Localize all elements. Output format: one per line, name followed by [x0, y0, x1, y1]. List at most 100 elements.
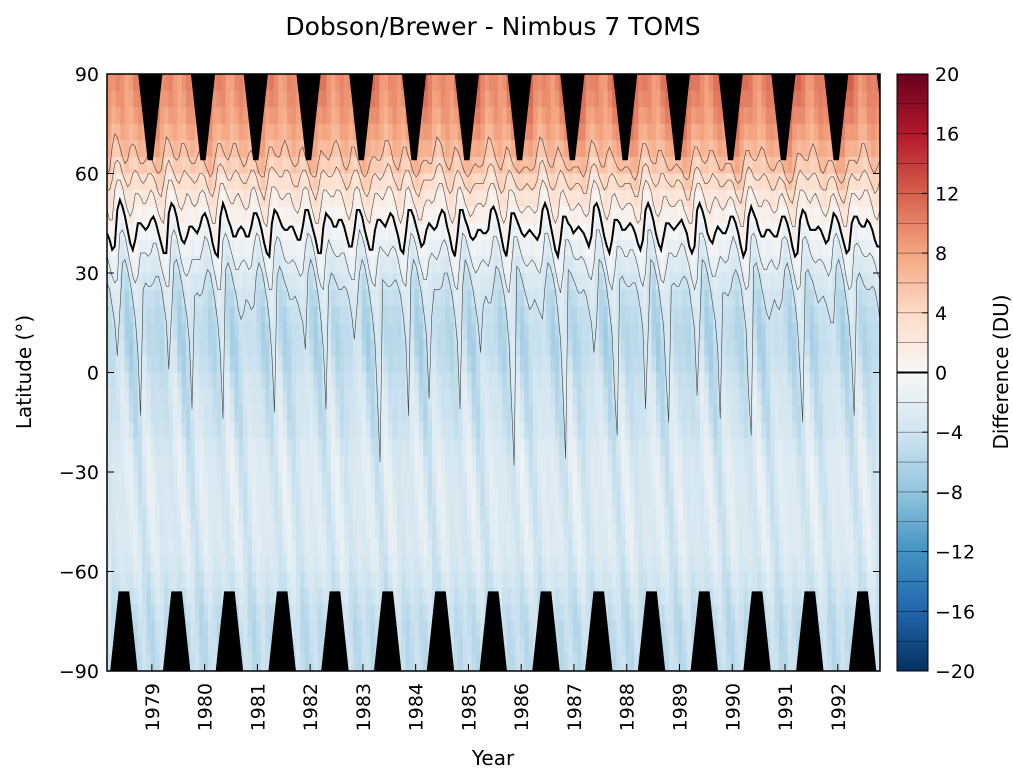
heatmap-cell — [186, 256, 192, 274]
heatmap-cell — [352, 339, 359, 357]
heatmap-cell — [388, 256, 394, 274]
heatmap-cell — [401, 621, 407, 639]
heatmap-cell — [212, 488, 218, 506]
heatmap-cell — [537, 156, 543, 175]
heatmap-cell — [251, 472, 258, 490]
heatmap-cell — [572, 588, 578, 606]
heatmap-cell — [629, 588, 635, 606]
heatmap-cell — [401, 472, 407, 490]
heatmap-cell — [449, 604, 455, 622]
heatmap-cell — [440, 488, 446, 506]
heatmap-cell — [120, 488, 126, 506]
heatmap-cell — [137, 206, 143, 224]
heatmap-cell — [669, 488, 675, 506]
heatmap-cell — [695, 123, 701, 142]
heatmap-cell — [234, 472, 240, 490]
heatmap-cell — [291, 90, 297, 108]
heatmap-cell — [212, 654, 218, 671]
heatmap-cell — [440, 322, 446, 341]
heatmap-cell — [374, 306, 380, 324]
heatmap-cell — [669, 538, 675, 556]
heatmap-cell — [625, 322, 631, 341]
heatmap-cell — [352, 455, 359, 473]
heatmap-cell — [273, 455, 279, 473]
heatmap-cell — [634, 173, 640, 191]
heatmap-cell — [418, 472, 424, 490]
heatmap-cell — [576, 488, 583, 506]
heatmap-cell — [550, 206, 556, 224]
heatmap-cell — [199, 604, 205, 622]
heatmap-cell — [335, 339, 341, 357]
heatmap-cell — [405, 306, 411, 324]
heatmap-cell — [634, 505, 640, 523]
heatmap-cell — [335, 140, 341, 158]
heatmap-cell — [313, 339, 319, 357]
heatmap-cell — [291, 571, 297, 589]
heatmap-cell — [528, 538, 534, 556]
heatmap-cell — [682, 488, 688, 506]
heatmap-cell — [186, 637, 192, 656]
heatmap-cell — [383, 405, 389, 423]
heatmap-cell — [159, 372, 165, 390]
heatmap-cell — [620, 538, 626, 556]
heatmap-cell — [594, 256, 600, 274]
heatmap-cell — [423, 571, 429, 589]
heatmap-cell — [300, 571, 306, 589]
heatmap-cell — [673, 389, 679, 407]
heatmap-cell — [651, 355, 657, 374]
heatmap-cell — [554, 156, 561, 175]
heatmap-cell — [695, 588, 701, 606]
heatmap-cell — [418, 372, 424, 390]
heatmap-cell — [282, 538, 288, 556]
heatmap-cell — [647, 173, 653, 191]
heatmap-cell — [287, 306, 293, 324]
heatmap-cell — [216, 538, 222, 556]
heatmap-cell — [282, 156, 288, 175]
heatmap-cell — [546, 455, 552, 473]
heatmap-cell — [370, 123, 376, 142]
heatmap-cell — [651, 173, 657, 191]
heatmap-cell — [291, 505, 297, 523]
heatmap-cell — [418, 521, 424, 540]
heatmap-cell — [691, 173, 697, 191]
heatmap-cell — [502, 322, 508, 341]
heatmap-cell — [519, 472, 525, 490]
heatmap-cell — [247, 173, 253, 191]
heatmap-cell — [620, 239, 626, 258]
heatmap-cell — [616, 389, 622, 407]
heatmap-cell — [370, 604, 376, 622]
heatmap-cell — [212, 405, 218, 423]
heatmap-cell — [559, 588, 565, 606]
heatmap-cell — [423, 74, 429, 92]
heatmap-cell — [344, 372, 350, 390]
heatmap-cell — [150, 521, 157, 540]
heatmap-cell — [186, 389, 192, 407]
heatmap-cell — [541, 90, 547, 108]
heatmap-cell — [638, 173, 644, 191]
heatmap-cell — [348, 438, 354, 457]
heatmap-cell — [194, 505, 200, 523]
heatmap-cell — [414, 289, 420, 307]
heatmap-cell — [519, 521, 525, 540]
heatmap-cell — [502, 521, 508, 540]
heatmap-cell — [660, 239, 666, 258]
heatmap-cell — [484, 173, 490, 191]
heatmap-cell — [493, 156, 499, 175]
heatmap-cell — [229, 372, 236, 390]
heatmap-cell — [115, 339, 121, 357]
heatmap-cell — [172, 455, 178, 473]
heatmap-cell — [594, 223, 600, 241]
heatmap-cell — [620, 372, 626, 390]
heatmap-cell — [519, 322, 525, 341]
heatmap-cell — [216, 472, 222, 490]
heatmap-cell — [348, 588, 354, 606]
heatmap-cell — [208, 521, 214, 540]
heatmap-cell — [453, 488, 460, 506]
heatmap-cell — [432, 521, 438, 540]
heatmap-cell — [537, 239, 543, 258]
heatmap-cell — [366, 156, 372, 175]
heatmap-cell — [554, 588, 561, 606]
heatmap-cell — [423, 173, 429, 191]
heatmap-cell — [656, 389, 662, 407]
heatmap-cell — [357, 588, 363, 606]
